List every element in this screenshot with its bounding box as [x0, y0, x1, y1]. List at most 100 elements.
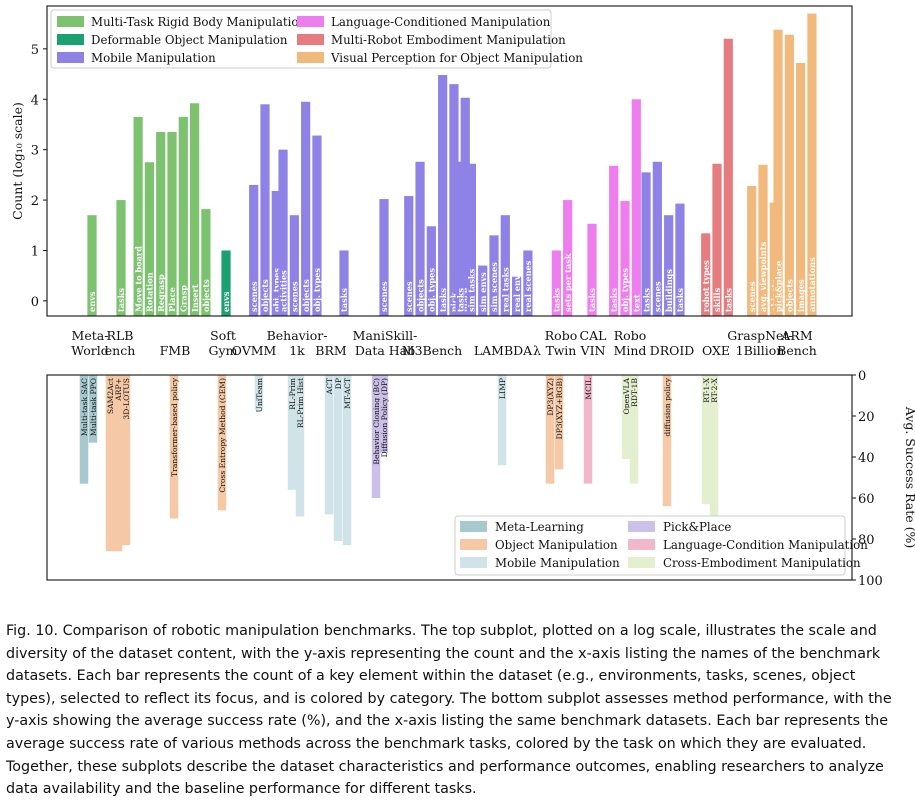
bar-8-1 [415, 161, 425, 316]
method-label: Transformer-based policy [170, 377, 179, 477]
y2-tick-label: 80 [858, 533, 875, 548]
method-label: RL-Prim [288, 378, 297, 410]
bar-label: activities [278, 270, 288, 312]
bottom-plot-frame [46, 374, 853, 581]
x-tick-label: VIN [580, 343, 606, 358]
x-tick-label: BRM [315, 343, 347, 358]
bar-2-0 [133, 116, 143, 316]
method-bar-22 [701, 375, 711, 505]
method-label: SAM2Act [106, 378, 115, 414]
method-label: Diffusion Policy (DP) [380, 378, 389, 457]
x-tick-label: M3Bench [402, 343, 462, 358]
x-tick-label: CAL [580, 328, 607, 343]
bar-13-1 [620, 201, 630, 316]
x-tick-label: Bench [777, 343, 817, 358]
bar-label: objects [260, 279, 270, 312]
x-tick-label: Soft [210, 328, 236, 343]
legend-swatch [460, 521, 487, 532]
x-tick-label: ARM [780, 328, 812, 343]
method-label: diffusion policy [663, 377, 672, 436]
x-tick-label: FMB [160, 343, 191, 358]
method-bar-17 [554, 375, 564, 470]
x-tick-label: ench [105, 343, 136, 358]
bar-15-2 [723, 38, 733, 317]
legend-label: Visual Perception for Object Manipulatio… [330, 51, 583, 65]
bar-label: objects [785, 279, 795, 312]
y2-tick-label: 60 [858, 492, 875, 507]
method-label: Multi-task PPO [89, 378, 98, 436]
method-label: RDT-1B [630, 378, 639, 407]
method-label: Cross Entropy Method (CEM) [218, 378, 227, 493]
method-bar-14 [379, 375, 389, 453]
x-tick-label: OXE [702, 343, 730, 358]
method-bar-7 [254, 375, 264, 410]
figure-caption: Fig. 10. Comparison of robotic manipulat… [6, 623, 892, 798]
bar-5-3 [312, 135, 322, 316]
y-tick-label: 0 [31, 295, 39, 310]
bar-label: tasks [641, 288, 651, 312]
method-bar-6 [217, 375, 227, 511]
method-label: RL-Prim Hist [296, 378, 305, 428]
y-tick-label: 5 [31, 43, 39, 58]
method-label: UniTeam [255, 378, 264, 412]
bar-label: text [632, 294, 642, 312]
method-label: DP3(XYZ) [546, 378, 555, 416]
bar-0-0 [87, 215, 97, 316]
bar-label: tasks [552, 288, 562, 312]
bar-label: tasks [609, 288, 619, 312]
method-label: DP3(XYZ+RGB) [555, 378, 564, 439]
bar-8-5 [460, 97, 470, 316]
bar-2-3 [167, 132, 177, 316]
method-bar-21 [662, 375, 672, 507]
x-tick-label: Mind [614, 343, 647, 358]
bar-6-0 [339, 250, 349, 316]
legend-swatch [57, 16, 84, 27]
bar-17-0 [773, 29, 783, 316]
bar-1-0 [116, 200, 126, 316]
bar-label: tasks [339, 288, 349, 312]
bar-8-3 [438, 75, 448, 316]
bar-11-0 [551, 250, 561, 316]
bar-5-1 [289, 215, 299, 316]
bar-label: scenes [379, 281, 389, 312]
y2-tick-label: 100 [858, 574, 883, 589]
legend-swatch [57, 52, 84, 63]
bar-label: envs [221, 291, 231, 312]
bar-label: scenes [249, 281, 259, 312]
bar-4-2 [271, 190, 281, 316]
bar-2-1 [144, 162, 154, 316]
bar-9-5 [512, 276, 522, 316]
method-bar-2 [105, 375, 115, 552]
bar-17-1 [784, 34, 794, 316]
legend-swatch [628, 557, 655, 568]
bar-label: tasks [116, 288, 126, 312]
bar-label: sim envs [478, 272, 488, 312]
bar-3-0 [221, 250, 231, 316]
bar-label: real tasks [501, 267, 511, 312]
bar-label: pick [449, 292, 459, 312]
bar-label: Place [167, 287, 177, 312]
legend-label: Pick&Place [663, 520, 731, 534]
legend-label: Meta-Learning [495, 520, 584, 534]
x-tick-label: ManiSkill- [353, 328, 418, 343]
method-label: RT-2-X [710, 377, 719, 402]
bar-label: obj. types [312, 268, 322, 312]
bar-label: tasks [587, 288, 597, 312]
x-tick-label: Behavior- [267, 328, 328, 343]
bar-label: objects [301, 279, 311, 312]
bar-14-2 [664, 215, 674, 316]
method-label: Multi-task SAC [80, 378, 89, 436]
x-tick-label: DROID [650, 343, 695, 358]
legend-swatch [297, 52, 324, 63]
x-tick-label: World [71, 343, 109, 358]
y-tick-label: 1 [31, 244, 39, 259]
bar-9-3 [489, 235, 499, 316]
bar-8-0 [404, 196, 414, 316]
bar-9-0 [455, 161, 465, 316]
bar-15-1 [712, 163, 722, 316]
bottom-y-axis-label: Avg. Success Rate (%) [903, 406, 915, 549]
bar-label: buildings [664, 269, 674, 312]
bar-label: Grasp [179, 285, 189, 312]
x-tick-label: Gym [209, 343, 238, 358]
bar-label: envs [87, 291, 97, 312]
